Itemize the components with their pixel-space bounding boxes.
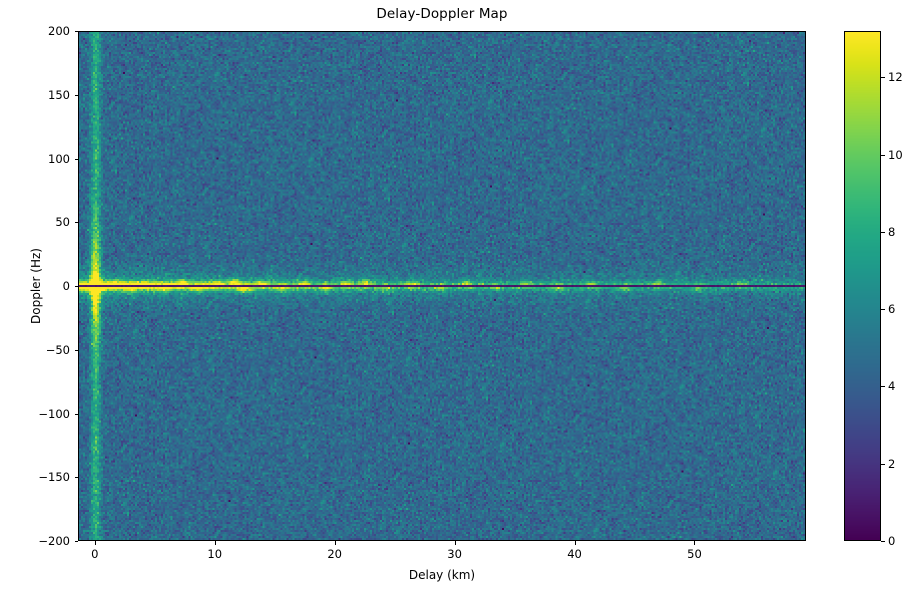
- y-tick-mark: [74, 477, 78, 479]
- y-tick-label: 0: [62, 279, 70, 293]
- x-tick-label: 40: [567, 547, 582, 561]
- colorbar-tick-label: 10: [888, 147, 903, 162]
- colorbar-tick-label: 8: [888, 224, 896, 239]
- x-tick-label: 20: [327, 547, 342, 561]
- colorbar-tick-mark: [881, 154, 885, 156]
- colorbar-tick-mark: [881, 309, 885, 311]
- colorbar-tick-mark: [881, 463, 885, 465]
- colorbar: [844, 31, 881, 541]
- y-tick-mark: [74, 222, 78, 224]
- x-tick-mark: [454, 541, 456, 545]
- x-tick-label: 50: [687, 547, 702, 561]
- x-tick-mark: [334, 541, 336, 545]
- y-tick-mark: [74, 94, 78, 96]
- colorbar-tick-label: 4: [888, 379, 896, 394]
- y-tick-label: 100: [48, 151, 70, 166]
- chart-title: Delay-Doppler Map: [376, 6, 508, 22]
- y-tick-label: −200: [38, 534, 70, 548]
- colorbar-tick-mark: [881, 231, 885, 233]
- y-tick-label: −100: [38, 406, 70, 421]
- colorbar-tick-label: 12: [888, 70, 903, 85]
- heatmap-image: [79, 32, 805, 540]
- colorbar-tick-label: 6: [888, 302, 896, 317]
- y-axis-label: Doppler (Hz): [29, 248, 43, 324]
- colorbar-tick-mark: [881, 77, 885, 79]
- y-tick-mark: [74, 541, 78, 542]
- y-tick-label: −150: [38, 470, 70, 485]
- colorbar-tick-label: 2: [888, 456, 896, 471]
- y-tick-mark: [74, 349, 78, 351]
- y-tick-label: 50: [55, 215, 70, 230]
- x-axis-label: Delay (km): [408, 568, 476, 582]
- y-tick-label: −50: [45, 342, 70, 357]
- x-tick-mark: [94, 541, 96, 545]
- x-tick-label: 10: [207, 547, 223, 561]
- x-tick-mark: [214, 541, 216, 545]
- y-tick-mark: [74, 286, 78, 287]
- y-tick-label: 200: [48, 24, 70, 38]
- x-tick-label: 30: [447, 547, 462, 561]
- colorbar-tick-mark: [881, 541, 885, 542]
- y-tick-mark: [74, 158, 78, 160]
- colorbar-tick-label: 0: [888, 534, 896, 548]
- x-tick-mark: [694, 541, 696, 545]
- y-tick-mark: [74, 31, 78, 32]
- y-tick-label: 150: [48, 87, 70, 102]
- x-tick-label: 0: [91, 547, 99, 561]
- plot-axes: [78, 31, 806, 541]
- y-tick-mark: [74, 413, 78, 415]
- x-tick-mark: [574, 541, 576, 545]
- colorbar-tick-mark: [881, 386, 885, 388]
